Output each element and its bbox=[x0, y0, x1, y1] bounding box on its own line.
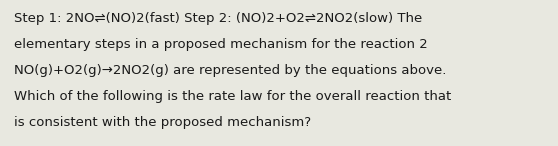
Text: Which of the following is the rate law for the overall reaction that: Which of the following is the rate law f… bbox=[14, 90, 451, 103]
Text: is consistent with the proposed mechanism?: is consistent with the proposed mechanis… bbox=[14, 116, 311, 129]
Text: NO(g)+O2(g)→2NO2(g) are represented by the equations above.: NO(g)+O2(g)→2NO2(g) are represented by t… bbox=[14, 64, 446, 77]
Text: Step 1: 2NO⇌(NO)2(fast) Step 2: (NO)2+O2⇌2NO2(slow) The: Step 1: 2NO⇌(NO)2(fast) Step 2: (NO)2+O2… bbox=[14, 12, 422, 25]
Text: elementary steps in a proposed mechanism for the reaction 2: elementary steps in a proposed mechanism… bbox=[14, 38, 427, 51]
